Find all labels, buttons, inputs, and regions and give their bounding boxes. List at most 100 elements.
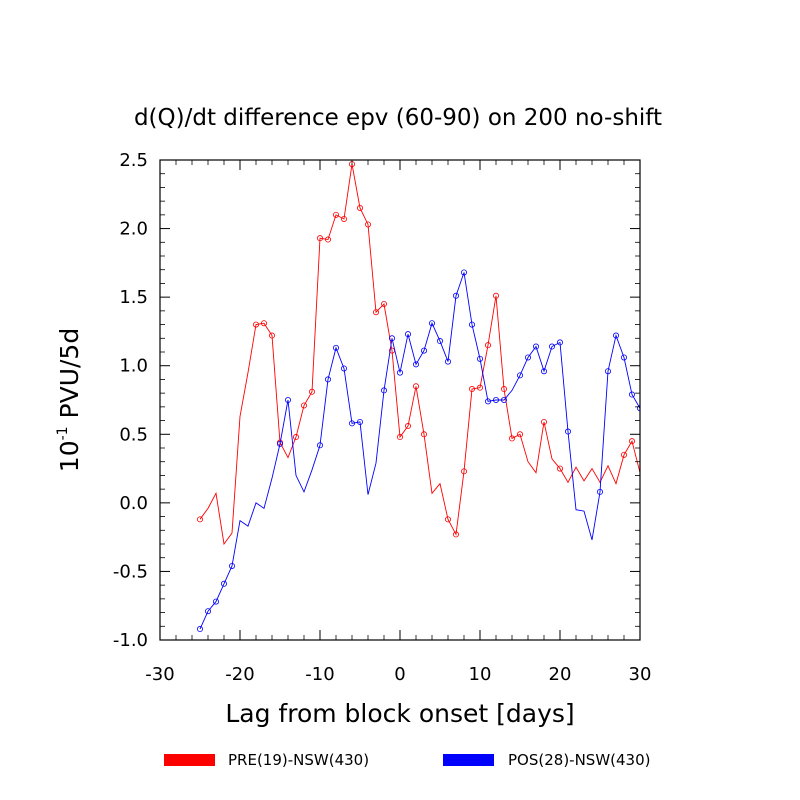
data-point-pre	[372, 309, 379, 316]
data-point-pre	[260, 320, 267, 327]
y-tick-label: 1.0	[119, 356, 148, 377]
plot-frame	[159, 159, 641, 641]
data-point-pos	[220, 580, 227, 587]
data-point-pos	[412, 361, 419, 368]
x-tick-label: -10	[305, 664, 334, 685]
x-tick-label: 0	[394, 664, 405, 685]
x-tick-label: 10	[469, 664, 492, 685]
data-point-pos	[541, 368, 548, 375]
y-tick-label: 2.5	[119, 150, 148, 171]
y-tick-label: 0.0	[119, 493, 148, 514]
data-point-pre	[324, 236, 331, 243]
x-tick-label: 20	[549, 664, 572, 685]
data-point-pos	[428, 320, 435, 327]
data-point-pre	[508, 435, 515, 442]
data-point-pre	[380, 300, 387, 307]
data-point-pos	[517, 372, 524, 379]
data-point-pos	[204, 608, 211, 615]
data-point-pos	[484, 398, 491, 405]
y-tick-label: 2.0	[119, 219, 148, 240]
data-point-pre	[452, 531, 459, 538]
data-point-pre	[500, 386, 507, 393]
data-point-pos	[444, 358, 451, 365]
data-point-pre	[300, 402, 307, 409]
data-point-pre	[412, 383, 419, 390]
data-point-pre	[541, 418, 548, 425]
data-point-pos	[396, 369, 403, 376]
legend: PRE(19)-NSW(430) POS(28)-NSW(430)	[164, 751, 651, 769]
data-point-pre	[364, 221, 371, 228]
data-point-pos	[525, 354, 532, 361]
series-line-pre	[199, 164, 640, 546]
data-point-pre	[356, 204, 363, 211]
data-point-pos	[500, 396, 507, 403]
data-point-pos	[557, 339, 564, 346]
y-tick-label: -0.5	[113, 561, 148, 582]
y-axis-label-exponent: -1	[55, 426, 71, 440]
data-point-pos	[284, 396, 291, 403]
legend-swatch-pos	[443, 754, 494, 766]
data-point-pre	[340, 215, 347, 222]
y-axis-label-base: 10	[55, 440, 84, 472]
data-point-pos	[492, 396, 499, 403]
data-point-pre	[292, 434, 299, 441]
data-point-pre	[476, 384, 483, 391]
data-point-pos	[549, 343, 556, 350]
y-axis-label-unit: PVU/5d	[55, 328, 84, 427]
data-point-pos	[420, 347, 427, 354]
data-point-pre	[460, 468, 467, 475]
data-point-pos	[629, 391, 636, 398]
data-point-pre	[316, 235, 323, 242]
data-point-pos	[621, 354, 628, 361]
data-point-pos	[476, 355, 483, 362]
legend-label-pre: PRE(19)-NSW(430)	[228, 751, 369, 769]
data-point-pos	[316, 442, 323, 449]
data-point-pre	[557, 465, 564, 472]
data-point-pre	[196, 516, 203, 523]
data-point-pos	[613, 332, 620, 339]
data-point-pos	[340, 365, 347, 372]
data-point-pos	[468, 321, 475, 328]
chart-title: d(Q)/dt difference epv (60-90) on 200 no…	[134, 105, 662, 131]
legend-swatch-pre	[164, 754, 215, 766]
data-point-pos	[533, 343, 540, 350]
data-point-pos	[404, 331, 411, 338]
data-point-pre	[308, 388, 315, 395]
y-tick-label: 0.5	[119, 424, 148, 445]
data-point-pos	[388, 335, 395, 342]
x-tick-label: 30	[629, 664, 652, 685]
x-tick-label: -30	[145, 664, 174, 685]
data-point-pos	[356, 418, 363, 425]
data-point-pos	[605, 368, 612, 375]
data-point-pos	[212, 598, 219, 605]
legend-label-pos: POS(28)-NSW(430)	[508, 751, 651, 769]
data-point-pos	[452, 292, 459, 299]
data-point-pos	[460, 269, 467, 276]
data-point-pre	[396, 434, 403, 441]
data-point-pos	[565, 428, 572, 435]
data-point-pre	[468, 386, 475, 393]
data-point-pre	[629, 438, 636, 445]
data-point-pre	[404, 423, 411, 430]
data-point-pre	[621, 451, 628, 458]
data-point-pre	[492, 292, 499, 299]
data-point-pos	[597, 488, 604, 495]
data-point-pre	[484, 342, 491, 349]
data-point-pos	[196, 626, 203, 633]
data-point-pre	[517, 431, 524, 438]
data-point-pre	[268, 332, 275, 339]
data-point-pos	[637, 405, 640, 412]
data-point-pre	[252, 321, 259, 328]
data-point-pos	[380, 387, 387, 394]
data-point-pre	[444, 516, 451, 523]
data-point-pos	[276, 440, 283, 447]
data-point-pos	[332, 344, 339, 351]
y-tick-label: -1.0	[113, 630, 148, 651]
data-point-pos	[324, 376, 331, 383]
data-point-pos	[348, 420, 355, 427]
data-point-pre	[332, 211, 339, 218]
x-axis-label: Lag from block onset [days]	[225, 699, 574, 728]
series-line-pos	[199, 272, 640, 630]
data-point-pos	[228, 562, 235, 569]
